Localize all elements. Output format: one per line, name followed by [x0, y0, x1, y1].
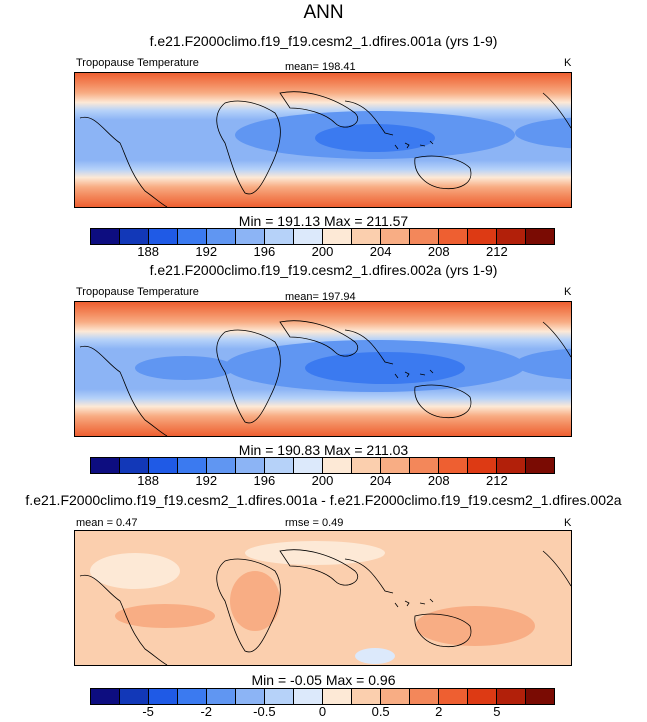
- colorbar-swatch: [526, 458, 554, 473]
- colorbar-swatch: [497, 458, 526, 473]
- panel-1-units-label: K: [564, 57, 572, 69]
- colorbar-tick-label: 188: [137, 473, 159, 488]
- colorbar-swatch: [265, 229, 294, 244]
- colorbar-tick-label: 192: [195, 244, 218, 259]
- panel-3-colorbar: [90, 688, 555, 705]
- colorbar-swatch: [149, 229, 178, 244]
- colorbar-swatch: [381, 689, 410, 704]
- colorbar-swatch: [439, 229, 468, 244]
- colorbar-tick-label: 208: [427, 244, 450, 259]
- colorbar-swatch: [352, 689, 381, 704]
- colorbar-tick-label: 192: [195, 473, 218, 488]
- colorbar-swatch: [149, 689, 178, 704]
- panel-1-case-title: f.e21.F2000climo.f19_f19.cesm2_1.dfires.…: [149, 33, 498, 49]
- colorbar-tick-label: 5: [493, 704, 501, 719]
- panel-3-rmse-label: rmse = 0.49: [285, 517, 344, 529]
- colorbar-swatch: [207, 458, 236, 473]
- panel-3-case-title: f.e21.F2000climo.f19_f19.cesm2_1.dfires.…: [25, 492, 622, 508]
- panel-1-min-max: Min = 191.13 Max = 211.57: [238, 213, 409, 229]
- colorbar-swatch: [497, 689, 526, 704]
- colorbar-swatch: [381, 458, 410, 473]
- panel-2-map: [74, 301, 572, 437]
- panel-2-colorbar: [90, 457, 555, 474]
- colorbar-swatch: [410, 229, 439, 244]
- colorbar-swatch: [91, 458, 120, 473]
- panel-1-colorbar: [90, 228, 555, 245]
- colorbar-tick-label: -5: [142, 704, 154, 719]
- colorbar-swatch: [178, 229, 207, 244]
- colorbar-tick-label: 2: [435, 704, 443, 719]
- colorbar-tick-label: 0: [318, 704, 327, 719]
- colorbar-swatch: [352, 458, 381, 473]
- colorbar-swatch: [526, 689, 554, 704]
- panel-1-map-graphic: [75, 73, 571, 207]
- panel-3-mean-label: mean = 0.47: [76, 517, 138, 529]
- colorbar-swatch: [468, 458, 497, 473]
- colorbar-swatch: [468, 689, 497, 704]
- colorbar-swatch: [526, 229, 554, 244]
- colorbar-swatch: [178, 689, 207, 704]
- colorbar-swatch: [294, 229, 323, 244]
- panel-2-min-max: Min = 190.83 Max = 211.03: [238, 442, 409, 458]
- colorbar-swatch: [207, 689, 236, 704]
- colorbar-swatch: [149, 458, 178, 473]
- panel-1-mean-label: mean= 198.41: [285, 61, 356, 73]
- colorbar-tick-label: 208: [427, 473, 450, 488]
- colorbar-swatch: [265, 458, 294, 473]
- panel-2-map-graphic: [75, 302, 571, 436]
- panel-2-mean-label: mean= 197.94: [285, 291, 356, 303]
- colorbar-swatch: [497, 229, 526, 244]
- colorbar-tick-label: 196: [253, 473, 276, 488]
- colorbar-swatch: [381, 229, 410, 244]
- colorbar-swatch: [236, 689, 265, 704]
- colorbar-swatch: [294, 689, 323, 704]
- colorbar-swatch: [207, 229, 236, 244]
- colorbar-tick-label: 204: [369, 473, 392, 488]
- panel-1-variable-label: Tropopause Temperature: [76, 57, 199, 69]
- colorbar-tick-label: 196: [253, 244, 276, 259]
- page-title: ANN: [303, 2, 344, 23]
- colorbar-swatch: [120, 458, 149, 473]
- colorbar-tick-label: 200: [311, 244, 334, 259]
- colorbar-swatch: [91, 229, 120, 244]
- colorbar-tick-label: -2: [200, 704, 213, 719]
- colorbar-swatch: [323, 458, 352, 473]
- colorbar-swatch: [294, 458, 323, 473]
- colorbar-swatch: [410, 458, 439, 473]
- colorbar-swatch: [323, 229, 352, 244]
- colorbar-tick-label: -0.5: [253, 704, 276, 719]
- colorbar-swatch: [120, 689, 149, 704]
- panel-3-min-max: Min = -0.05 Max = 0.96: [251, 672, 396, 688]
- panel-1-colorbar-ticks: 188 192 196 200 204 208 212: [90, 244, 555, 260]
- colorbar-tick-label: 200: [311, 473, 334, 488]
- panel-3-units-label: K: [564, 517, 572, 529]
- colorbar-swatch: [439, 458, 468, 473]
- panel-3-map-graphic: [75, 531, 571, 665]
- colorbar-tick-label: 212: [486, 244, 508, 259]
- panel-2-colorbar-ticks: 188 192 196 200 204 208 212: [90, 473, 555, 489]
- panel-3-colorbar-ticks: -5 -2 -0.5 0 0.5 2 5: [90, 704, 555, 720]
- colorbar-swatch: [120, 229, 149, 244]
- colorbar-swatch: [439, 689, 468, 704]
- panel-2-variable-label: Tropopause Temperature: [76, 286, 199, 298]
- colorbar-swatch: [468, 229, 497, 244]
- colorbar-swatch: [410, 689, 439, 704]
- colorbar-swatch: [323, 689, 352, 704]
- colorbar-tick-label: 212: [486, 473, 508, 488]
- colorbar-swatch: [178, 458, 207, 473]
- colorbar-swatch: [236, 229, 265, 244]
- colorbar-tick-label: 204: [369, 244, 392, 259]
- panel-2-case-title: f.e21.F2000climo.f19_f19.cesm2_1.dfires.…: [149, 262, 498, 278]
- colorbar-swatch: [91, 689, 120, 704]
- colorbar-swatch: [236, 458, 265, 473]
- colorbar-swatch: [352, 229, 381, 244]
- panel-1-map: [74, 72, 572, 208]
- colorbar-tick-label: 188: [137, 244, 159, 259]
- colorbar-swatch: [265, 689, 294, 704]
- panel-3-map: [74, 530, 572, 666]
- panel-2-units-label: K: [564, 286, 572, 298]
- colorbar-tick-label: 0.5: [371, 704, 390, 719]
